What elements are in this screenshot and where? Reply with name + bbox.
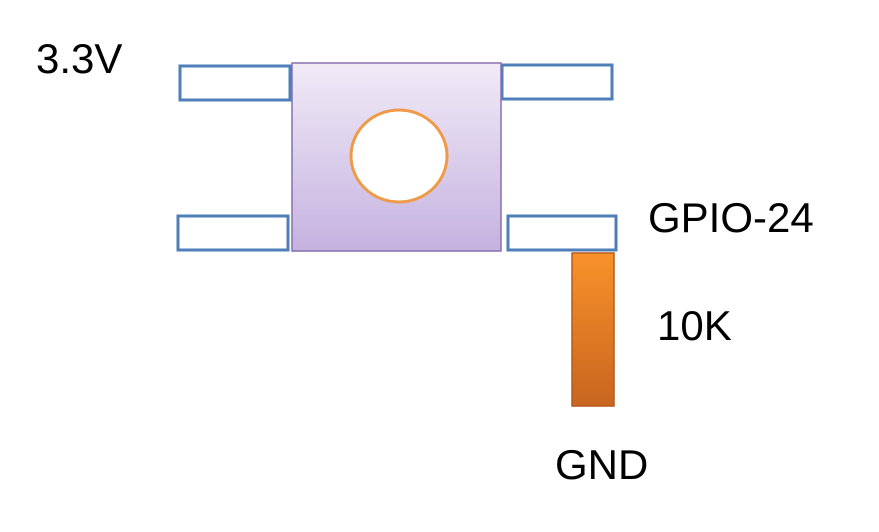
gpio-pin-label: GPIO-24 <box>648 194 814 241</box>
pin-bottom-right <box>506 214 618 252</box>
pin-top-left <box>178 64 292 102</box>
pushbutton-actuator <box>349 108 449 204</box>
ground-label: GND <box>555 441 649 488</box>
resistor-10k <box>571 252 615 407</box>
supply-voltage-label: 3.3V <box>36 35 123 82</box>
resistor-value-label: 10K <box>657 302 732 349</box>
pin-bottom-left <box>176 214 290 252</box>
pin-top-right <box>500 63 614 101</box>
